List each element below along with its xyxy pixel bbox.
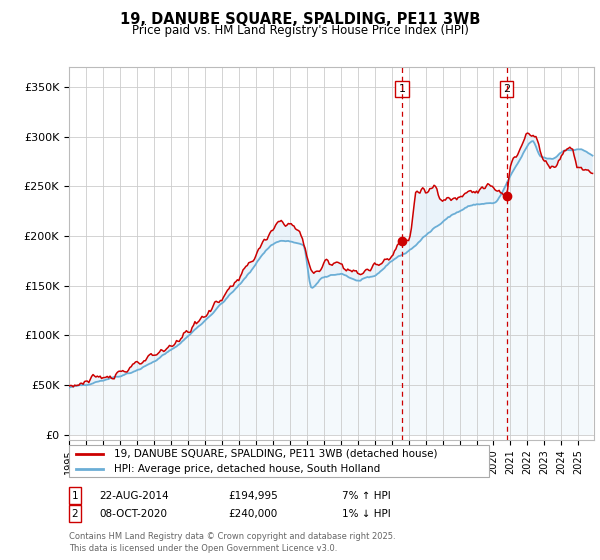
Text: 22-AUG-2014: 22-AUG-2014 <box>99 491 169 501</box>
Text: £240,000: £240,000 <box>228 508 277 519</box>
Text: HPI: Average price, detached house, South Holland: HPI: Average price, detached house, Sout… <box>114 464 380 474</box>
Text: 7% ↑ HPI: 7% ↑ HPI <box>342 491 391 501</box>
Text: 08-OCT-2020: 08-OCT-2020 <box>99 508 167 519</box>
Text: 2: 2 <box>71 508 79 519</box>
Text: Price paid vs. HM Land Registry's House Price Index (HPI): Price paid vs. HM Land Registry's House … <box>131 24 469 36</box>
Text: 19, DANUBE SQUARE, SPALDING, PE11 3WB (detached house): 19, DANUBE SQUARE, SPALDING, PE11 3WB (d… <box>114 449 437 459</box>
Text: 1: 1 <box>71 491 79 501</box>
Text: 19, DANUBE SQUARE, SPALDING, PE11 3WB: 19, DANUBE SQUARE, SPALDING, PE11 3WB <box>120 12 480 27</box>
Text: Contains HM Land Registry data © Crown copyright and database right 2025.
This d: Contains HM Land Registry data © Crown c… <box>69 532 395 553</box>
Text: 1: 1 <box>399 84 406 94</box>
Text: 2: 2 <box>503 84 510 94</box>
Text: 1% ↓ HPI: 1% ↓ HPI <box>342 508 391 519</box>
Text: £194,995: £194,995 <box>228 491 278 501</box>
